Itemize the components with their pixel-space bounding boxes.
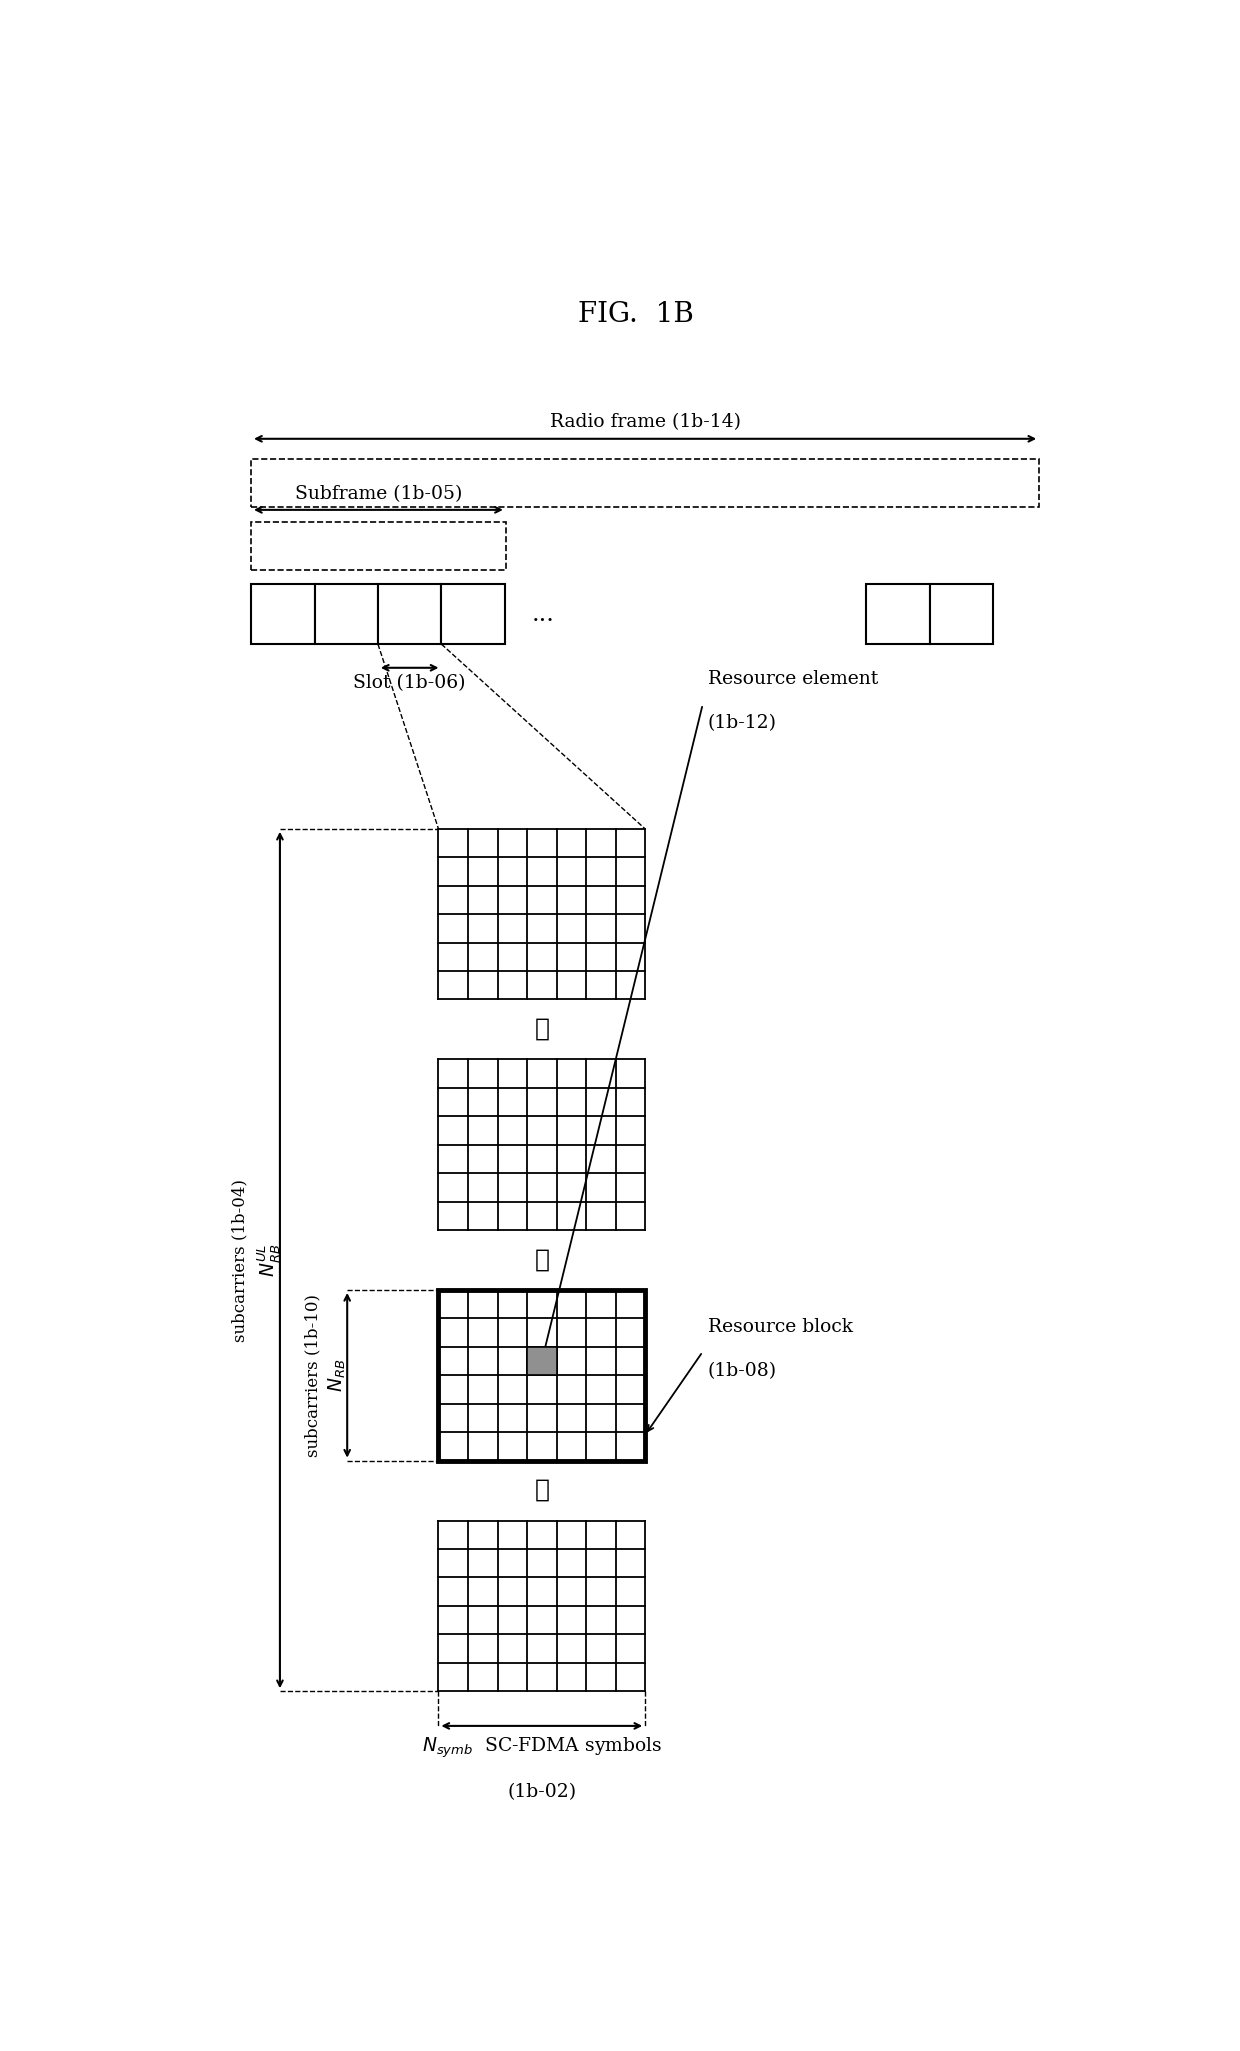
Text: Slot (1b-06): Slot (1b-06) xyxy=(353,675,466,691)
Text: $N_{symb}$  SC-FDMA symbols: $N_{symb}$ SC-FDMA symbols xyxy=(422,1735,662,1760)
Text: ⋮: ⋮ xyxy=(534,1017,549,1042)
Text: subcarriers (1b-04): subcarriers (1b-04) xyxy=(231,1179,248,1341)
Text: Radio frame (1b-14): Radio frame (1b-14) xyxy=(549,412,740,431)
Text: FIG.  1B: FIG. 1B xyxy=(578,301,693,328)
Text: Subframe (1b-05): Subframe (1b-05) xyxy=(295,486,463,505)
Bar xyxy=(866,585,930,644)
Bar xyxy=(250,585,315,644)
Bar xyxy=(250,523,506,570)
Text: subcarriers (1b-10): subcarriers (1b-10) xyxy=(304,1294,321,1456)
Text: $N_{RB}$: $N_{RB}$ xyxy=(327,1358,348,1393)
Bar xyxy=(315,585,378,644)
Text: ...: ... xyxy=(532,603,554,626)
Text: (1b-02): (1b-02) xyxy=(507,1782,577,1801)
Text: Resource block: Resource block xyxy=(708,1319,853,1335)
Bar xyxy=(250,459,1039,507)
Bar xyxy=(378,585,441,644)
Bar xyxy=(439,1290,645,1460)
Text: (1b-12): (1b-12) xyxy=(708,714,776,732)
Text: (1b-08): (1b-08) xyxy=(708,1362,776,1380)
Text: Resource element: Resource element xyxy=(708,671,878,689)
Bar xyxy=(930,585,993,644)
Text: ⋮: ⋮ xyxy=(534,1479,549,1501)
Text: ⋮: ⋮ xyxy=(534,1249,549,1272)
Bar xyxy=(441,585,505,644)
Text: $N_{RB}^{UL}$: $N_{RB}^{UL}$ xyxy=(255,1243,281,1278)
Bar xyxy=(527,1348,557,1376)
